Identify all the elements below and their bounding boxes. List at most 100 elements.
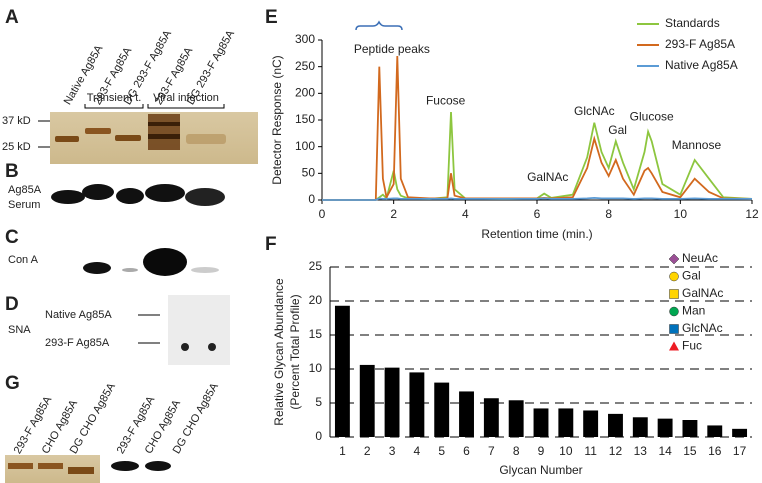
- x-tick-label: 12: [745, 207, 759, 221]
- panel-letter: D: [5, 294, 19, 315]
- lane-label: DG CHO Ag85A: [171, 381, 221, 456]
- brace: [355, 20, 403, 31]
- bar: [409, 372, 425, 437]
- x-tick-label: 14: [658, 444, 672, 458]
- x-tick-label: 10: [559, 444, 573, 458]
- panel-letter: F: [265, 234, 277, 255]
- group-label: Viral infection: [153, 92, 219, 104]
- legend-label: 293-F Ag85A: [665, 37, 735, 51]
- y-tick-label: 300: [295, 32, 315, 46]
- legend-symbol: [669, 306, 679, 317]
- y-axis-label: Detector Response (nC): [270, 55, 284, 184]
- bar: [732, 428, 748, 437]
- y-axis-label: (Percent Total Profile): [288, 294, 302, 409]
- x-tick-label: 4: [414, 444, 421, 458]
- row-label: 293-F Ag85A: [45, 337, 110, 349]
- stain-label: SNA: [8, 324, 31, 336]
- annotation: Gal: [608, 123, 627, 137]
- bar: [583, 410, 599, 437]
- legend-label: Native Ag85A: [665, 58, 738, 72]
- dot: [181, 343, 189, 351]
- bar: [533, 408, 549, 437]
- x-tick-label: 6: [463, 444, 470, 458]
- bar: [682, 420, 698, 437]
- panel-letter: B: [5, 161, 19, 182]
- bar: [434, 382, 450, 437]
- bar: [359, 364, 375, 437]
- lane-brackets: [84, 104, 225, 109]
- y-tick-label: 5: [315, 395, 322, 409]
- bar: [508, 400, 524, 437]
- legend-label: Standards: [665, 16, 720, 30]
- x-tick-label: 15: [683, 444, 697, 458]
- annotation: Peptide peaks: [354, 42, 430, 56]
- gel-c-bands: [83, 248, 219, 276]
- bar: [459, 391, 474, 437]
- x-tick-label: 3: [389, 444, 396, 458]
- bar: [334, 305, 350, 437]
- x-tick-label: 13: [634, 444, 648, 458]
- stain-label: Ag85A: [8, 184, 42, 196]
- bar: [483, 398, 499, 437]
- bar: [384, 367, 400, 437]
- gel-a-bands: [55, 114, 226, 150]
- annotation: GalNAc: [527, 170, 568, 184]
- x-tick-label: 5: [438, 444, 445, 458]
- y-tick-label: 0: [308, 192, 315, 206]
- panel-letter: A: [5, 7, 19, 28]
- y-tick-label: 0: [315, 429, 322, 443]
- x-tick-label: 17: [733, 444, 747, 458]
- legend-symbol: [669, 341, 679, 351]
- y-tick-label: 15: [309, 327, 323, 341]
- y-tick-label: 100: [295, 139, 315, 153]
- x-tick-label: 4: [462, 207, 469, 221]
- legend-label: Gal: [682, 269, 701, 283]
- x-tick-label: 16: [708, 444, 722, 458]
- legend-label: NeuAc: [682, 251, 718, 265]
- group-label: Transient t.: [87, 92, 142, 104]
- y-tick-label: 20: [309, 293, 323, 307]
- x-tick-label: 2: [390, 207, 397, 221]
- row-label: Native Ag85A: [45, 309, 112, 321]
- x-tick-label: 6: [534, 207, 541, 221]
- marker-label: 25 kD: [2, 141, 31, 153]
- x-axis-label: Retention time (min.): [481, 227, 592, 241]
- legend-symbol: [669, 289, 679, 299]
- dot: [208, 343, 216, 351]
- lane-label: DG CHO Ag85A: [68, 381, 118, 456]
- gel-d: [168, 295, 230, 365]
- legend-symbol: [668, 253, 680, 265]
- y-tick-label: 200: [295, 86, 315, 100]
- y-tick-label: 150: [295, 112, 315, 126]
- legend-label: GalNAc: [682, 286, 723, 300]
- x-tick-label: 8: [513, 444, 520, 458]
- x-tick-label: 10: [674, 207, 688, 221]
- y-axis-label: Relative Glycan Abundance: [272, 278, 286, 426]
- x-tick-label: 9: [538, 444, 545, 458]
- legend-symbol: [669, 271, 679, 282]
- annotation: GlcNAc: [574, 104, 615, 118]
- x-tick-label: 8: [605, 207, 612, 221]
- data-line: [322, 111, 753, 201]
- y-tick-label: 25: [309, 259, 323, 273]
- legend-label: Fuc: [682, 339, 702, 353]
- x-tick-label: 12: [609, 444, 623, 458]
- x-axis-label: Glycan Number: [499, 463, 582, 477]
- bar: [707, 425, 723, 437]
- annotation: Mannose: [672, 138, 722, 152]
- annotation: Glucose: [630, 110, 674, 124]
- x-tick-label: 2: [364, 444, 371, 458]
- stain-label: Serum: [8, 199, 40, 211]
- legend-label: Man: [682, 304, 705, 318]
- bar: [608, 413, 623, 437]
- bar: [657, 418, 673, 437]
- y-tick-label: 10: [309, 361, 323, 375]
- marker-label: 37 kD: [2, 115, 31, 127]
- data-line: [322, 196, 752, 201]
- legend-label: GlcNAc: [682, 321, 723, 335]
- stain-label: Con A: [8, 254, 39, 266]
- y-tick-label: 250: [295, 59, 315, 73]
- panel-letter: C: [5, 227, 19, 248]
